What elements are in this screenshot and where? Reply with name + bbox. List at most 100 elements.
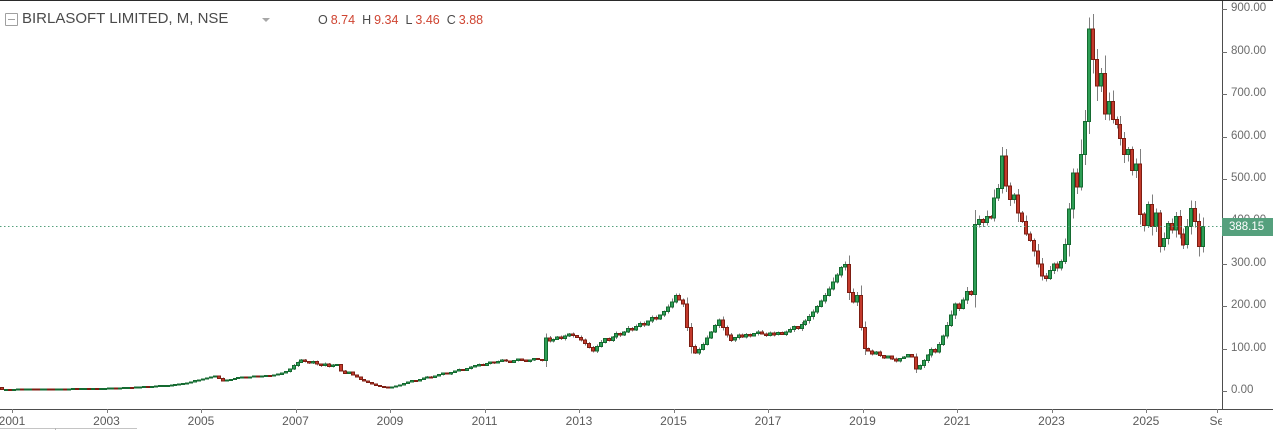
candle[interactable] bbox=[79, 388, 83, 391]
candle[interactable] bbox=[945, 322, 949, 339]
candle[interactable] bbox=[1091, 14, 1095, 74]
candle[interactable] bbox=[16, 388, 20, 391]
candle[interactable] bbox=[1103, 55, 1107, 120]
candle[interactable] bbox=[544, 333, 548, 367]
candle[interactable] bbox=[599, 340, 603, 348]
candle[interactable] bbox=[666, 304, 670, 314]
candle[interactable] bbox=[587, 342, 591, 349]
candle[interactable] bbox=[733, 337, 737, 342]
candle[interactable] bbox=[807, 314, 811, 324]
candle[interactable] bbox=[918, 364, 922, 371]
candle[interactable] bbox=[319, 363, 323, 367]
candle[interactable] bbox=[784, 330, 788, 336]
candle[interactable] bbox=[146, 386, 150, 388]
candle[interactable] bbox=[240, 376, 244, 379]
candle[interactable] bbox=[831, 277, 835, 291]
price-axis[interactable]: 0.00100.00200.00300.00400.00500.00600.00… bbox=[1222, 1, 1273, 409]
candle[interactable] bbox=[662, 310, 666, 317]
candle[interactable] bbox=[614, 331, 618, 340]
candle[interactable] bbox=[961, 297, 965, 310]
candle[interactable] bbox=[32, 388, 36, 391]
candle[interactable] bbox=[642, 321, 646, 327]
candle[interactable] bbox=[607, 337, 611, 342]
candle[interactable] bbox=[252, 375, 256, 378]
candle[interactable] bbox=[445, 372, 449, 375]
candle[interactable] bbox=[1063, 238, 1067, 264]
candle[interactable] bbox=[874, 350, 878, 355]
candle[interactable] bbox=[1162, 232, 1166, 251]
collapse-legend-icon[interactable] bbox=[5, 13, 18, 26]
candle[interactable] bbox=[1111, 90, 1115, 124]
candle[interactable] bbox=[721, 316, 725, 331]
candle[interactable] bbox=[996, 184, 1000, 201]
candle[interactable] bbox=[634, 324, 638, 331]
candle[interactable] bbox=[130, 386, 134, 389]
candle[interactable] bbox=[863, 321, 867, 355]
candle[interactable] bbox=[449, 372, 453, 375]
candle[interactable] bbox=[1122, 131, 1126, 163]
candle[interactable] bbox=[488, 361, 492, 365]
candle[interactable] bbox=[386, 386, 390, 389]
symbol-title[interactable]: BIRLASOFT LIMITED, M, NSE bbox=[22, 10, 229, 27]
candle[interactable] bbox=[528, 359, 532, 363]
candle[interactable] bbox=[485, 363, 489, 367]
candle[interactable] bbox=[1138, 148, 1142, 225]
candle[interactable] bbox=[138, 386, 142, 389]
candle[interactable] bbox=[1079, 139, 1083, 191]
candle[interactable] bbox=[166, 384, 170, 387]
candle[interactable] bbox=[524, 359, 528, 363]
candle[interactable] bbox=[83, 388, 87, 390]
candle[interactable] bbox=[1107, 92, 1111, 121]
candle[interactable] bbox=[941, 334, 945, 346]
candle[interactable] bbox=[355, 374, 359, 378]
candle[interactable] bbox=[95, 387, 99, 390]
candle[interactable] bbox=[193, 380, 197, 383]
candle[interactable] bbox=[118, 387, 122, 390]
candle[interactable] bbox=[583, 338, 587, 346]
candle[interactable] bbox=[977, 215, 981, 228]
candle[interactable] bbox=[406, 381, 410, 384]
candle[interactable] bbox=[1118, 116, 1122, 146]
candle[interactable] bbox=[575, 334, 579, 338]
candle[interactable] bbox=[1099, 67, 1103, 92]
candle[interactable] bbox=[339, 363, 343, 372]
candle[interactable] bbox=[902, 355, 906, 360]
candle[interactable] bbox=[689, 322, 693, 354]
candle[interactable] bbox=[792, 325, 796, 332]
candle[interactable] bbox=[701, 342, 705, 351]
candle[interactable] bbox=[504, 359, 508, 362]
candle[interactable] bbox=[906, 354, 910, 358]
candle[interactable] bbox=[185, 382, 189, 385]
candle[interactable] bbox=[327, 363, 331, 368]
candle[interactable] bbox=[740, 333, 744, 339]
candle[interactable] bbox=[1166, 220, 1170, 245]
candle[interactable] bbox=[181, 383, 185, 385]
candle[interactable] bbox=[473, 365, 477, 368]
candle[interactable] bbox=[910, 354, 914, 358]
candle[interactable] bbox=[197, 379, 201, 382]
candle[interactable] bbox=[213, 375, 217, 378]
candlestick-chart[interactable] bbox=[0, 1, 1222, 409]
candle[interactable] bbox=[12, 388, 16, 391]
candle[interactable] bbox=[796, 325, 800, 331]
candle[interactable] bbox=[0, 387, 4, 391]
candle[interactable] bbox=[91, 387, 95, 390]
candle[interactable] bbox=[359, 376, 363, 380]
candle[interactable] bbox=[24, 388, 28, 391]
candle[interactable] bbox=[894, 357, 898, 363]
candle[interactable] bbox=[422, 377, 426, 381]
candle[interactable] bbox=[618, 332, 622, 337]
candle[interactable] bbox=[441, 372, 445, 376]
candle[interactable] bbox=[126, 386, 130, 389]
candle[interactable] bbox=[110, 387, 114, 390]
candle[interactable] bbox=[752, 332, 756, 337]
candle[interactable] bbox=[933, 347, 937, 354]
candle[interactable] bbox=[646, 320, 650, 327]
candle[interactable] bbox=[347, 371, 351, 375]
candle[interactable] bbox=[288, 368, 292, 373]
candle[interactable] bbox=[40, 388, 44, 391]
candle[interactable] bbox=[1197, 213, 1201, 257]
candle[interactable] bbox=[819, 299, 823, 308]
candle[interactable] bbox=[654, 315, 658, 321]
candle[interactable] bbox=[299, 359, 303, 363]
